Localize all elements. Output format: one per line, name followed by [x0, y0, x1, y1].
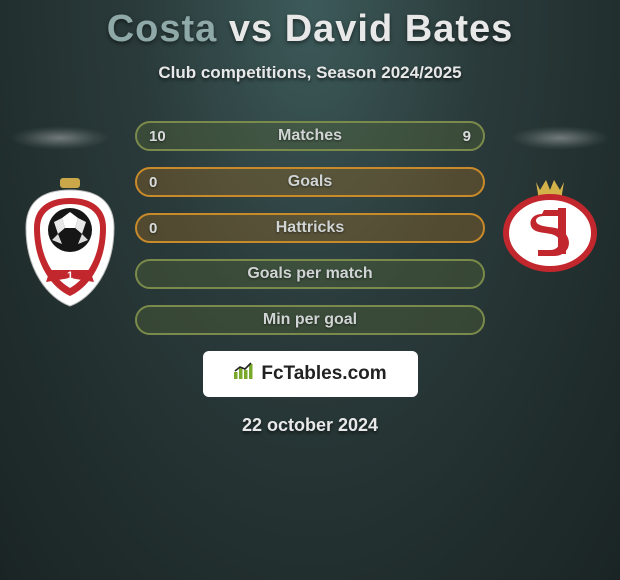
- stat-value-left: 10: [149, 128, 166, 145]
- date-text: 22 october 2024: [0, 415, 620, 436]
- player1-name: Costa: [107, 8, 218, 50]
- stat-row: 10 Matches 9: [135, 121, 485, 151]
- subtitle: Club competitions, Season 2024/2025: [0, 63, 620, 83]
- stats-container: 10 Matches 9 0 Goals 0 Hattricks Goals per matc…: [135, 121, 485, 335]
- stat-label: Min per goal: [263, 311, 357, 329]
- stat-row: 0 Goals: [135, 167, 485, 197]
- stat-row: Min per goal: [135, 305, 485, 335]
- shadow-right: [510, 126, 610, 150]
- player2-name: David Bates: [285, 8, 514, 50]
- branding-text: FcTables.com: [261, 363, 386, 385]
- comparison-title: Costa vs David Bates: [0, 0, 620, 51]
- club-crest-left: 1: [20, 178, 120, 313]
- stat-label: Goals: [288, 173, 332, 191]
- club-crest-right: [500, 178, 600, 278]
- stat-label: Matches: [278, 127, 342, 145]
- branding-badge: FcTables.com: [203, 351, 418, 397]
- stat-label: Goals per match: [247, 265, 372, 283]
- vs-text: vs: [229, 8, 273, 50]
- stat-value-left: 0: [149, 220, 157, 237]
- stat-value-left: 0: [149, 174, 157, 191]
- crest-number: 1: [67, 270, 73, 282]
- stat-label: Hattricks: [276, 219, 344, 237]
- shadow-left: [10, 126, 110, 150]
- stat-row: Goals per match: [135, 259, 485, 289]
- crown-icon: [60, 178, 80, 188]
- stat-row: 0 Hattricks: [135, 213, 485, 243]
- bar-chart-icon: [233, 362, 255, 386]
- stat-value-right: 9: [463, 128, 471, 145]
